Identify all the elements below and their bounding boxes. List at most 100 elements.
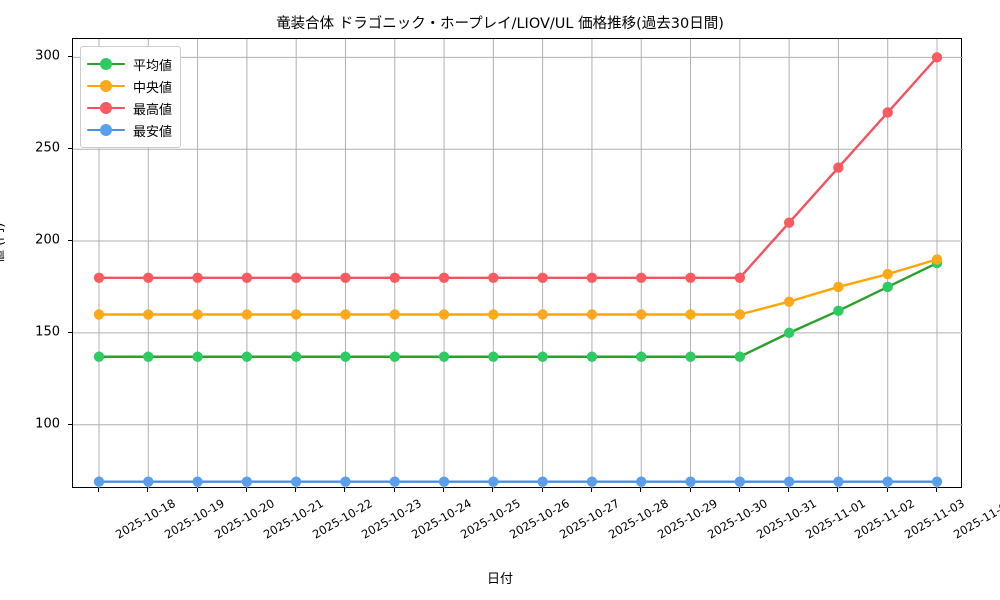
data-point xyxy=(488,309,499,320)
data-point xyxy=(340,309,351,320)
data-point xyxy=(438,476,450,487)
data-point xyxy=(586,476,598,487)
data-point xyxy=(931,254,943,265)
data-point xyxy=(636,272,647,283)
data-point xyxy=(783,296,795,307)
legend-item-1[interactable]: 平均値 xyxy=(87,53,172,75)
data-point xyxy=(488,272,499,283)
data-point xyxy=(636,309,647,320)
series-line-3 xyxy=(97,56,939,279)
x-tick-mark xyxy=(245,488,247,492)
data-point xyxy=(192,476,203,487)
data-point xyxy=(438,351,450,362)
data-point xyxy=(537,309,548,320)
x-tick-mark xyxy=(393,488,395,492)
data-point xyxy=(93,476,105,487)
data-point xyxy=(93,309,105,320)
x-tick-mark xyxy=(886,488,888,492)
x-tick-mark xyxy=(936,488,937,492)
data-point xyxy=(931,52,943,63)
data-point xyxy=(882,476,893,487)
x-tick-mark xyxy=(738,488,740,492)
legend-label: 最安値 xyxy=(133,124,173,140)
legend-item-2[interactable]: 中央値 xyxy=(87,75,172,97)
data-point xyxy=(340,351,351,362)
data-point xyxy=(290,351,302,362)
data-point xyxy=(488,351,499,362)
plot-area xyxy=(72,38,963,489)
data-point xyxy=(734,272,746,283)
x-tick-mark xyxy=(147,488,149,492)
data-point xyxy=(143,272,154,283)
data-point xyxy=(389,272,400,283)
data-point xyxy=(734,351,746,362)
y-gridlines xyxy=(73,56,963,426)
x-tick-mark xyxy=(590,488,592,492)
chart-title: 竜装合体 ドラゴニック・ホープレイ/LIOV/UL 価格推移(過去30日間) xyxy=(276,16,724,32)
data-point xyxy=(143,476,154,487)
series-markers xyxy=(93,52,943,487)
data-point xyxy=(340,272,351,283)
data-point xyxy=(241,476,253,487)
data-point xyxy=(192,351,203,362)
data-point xyxy=(636,351,647,362)
data-point xyxy=(93,272,105,283)
x-tick-mark xyxy=(492,488,494,492)
data-point xyxy=(882,107,893,118)
legend-swatch-icon xyxy=(87,57,125,71)
data-point xyxy=(636,476,647,487)
data-point xyxy=(586,309,598,320)
y-tick-label: 300 xyxy=(35,48,60,64)
data-point xyxy=(537,476,548,487)
series-line-1 xyxy=(97,261,939,358)
data-point xyxy=(783,476,795,487)
data-point xyxy=(734,309,746,320)
legend-label: 平均値 xyxy=(133,58,173,74)
data-point xyxy=(685,272,696,283)
data-point xyxy=(783,217,795,228)
data-point xyxy=(241,351,253,362)
data-point xyxy=(833,162,844,173)
x-tick-mark xyxy=(295,488,297,492)
x-tick-mark xyxy=(788,488,790,492)
data-point xyxy=(882,281,893,293)
data-point xyxy=(882,268,893,280)
data-point xyxy=(241,309,253,320)
chart-canvas xyxy=(73,39,963,489)
data-point xyxy=(438,272,450,283)
data-point xyxy=(290,272,302,283)
legend-swatch-icon xyxy=(87,101,125,115)
x-gridlines xyxy=(98,39,938,489)
data-point xyxy=(143,309,154,320)
y-tick-mark xyxy=(68,56,72,58)
legend-label: 中央値 xyxy=(133,80,173,96)
y-tick-mark xyxy=(68,423,72,425)
data-point xyxy=(586,351,598,362)
data-point xyxy=(389,476,400,487)
y-tick-mark xyxy=(68,148,72,150)
data-point xyxy=(833,281,844,293)
legend-swatch-icon xyxy=(87,123,125,137)
data-point xyxy=(833,476,844,487)
data-point xyxy=(537,272,548,283)
legend-swatch-icon xyxy=(87,79,125,93)
data-point xyxy=(685,309,696,320)
x-tick-mark xyxy=(98,488,99,492)
data-point xyxy=(438,309,450,320)
data-point xyxy=(290,309,302,320)
legend-item-3[interactable]: 最高値 xyxy=(87,97,172,119)
data-point xyxy=(734,476,746,487)
data-point xyxy=(833,305,844,317)
x-tick-mark xyxy=(640,488,642,492)
data-point xyxy=(192,309,203,320)
data-point xyxy=(685,351,696,362)
y-tick-mark xyxy=(68,240,72,242)
data-point xyxy=(389,351,400,362)
chart-legend: 平均値中央値 最高値最安値 xyxy=(80,46,182,148)
data-point xyxy=(143,351,154,362)
x-tick-mark xyxy=(344,488,346,492)
legend-item-4[interactable]: 最安値 xyxy=(87,119,172,141)
y-tick-mark xyxy=(68,331,72,333)
data-point xyxy=(537,351,548,362)
